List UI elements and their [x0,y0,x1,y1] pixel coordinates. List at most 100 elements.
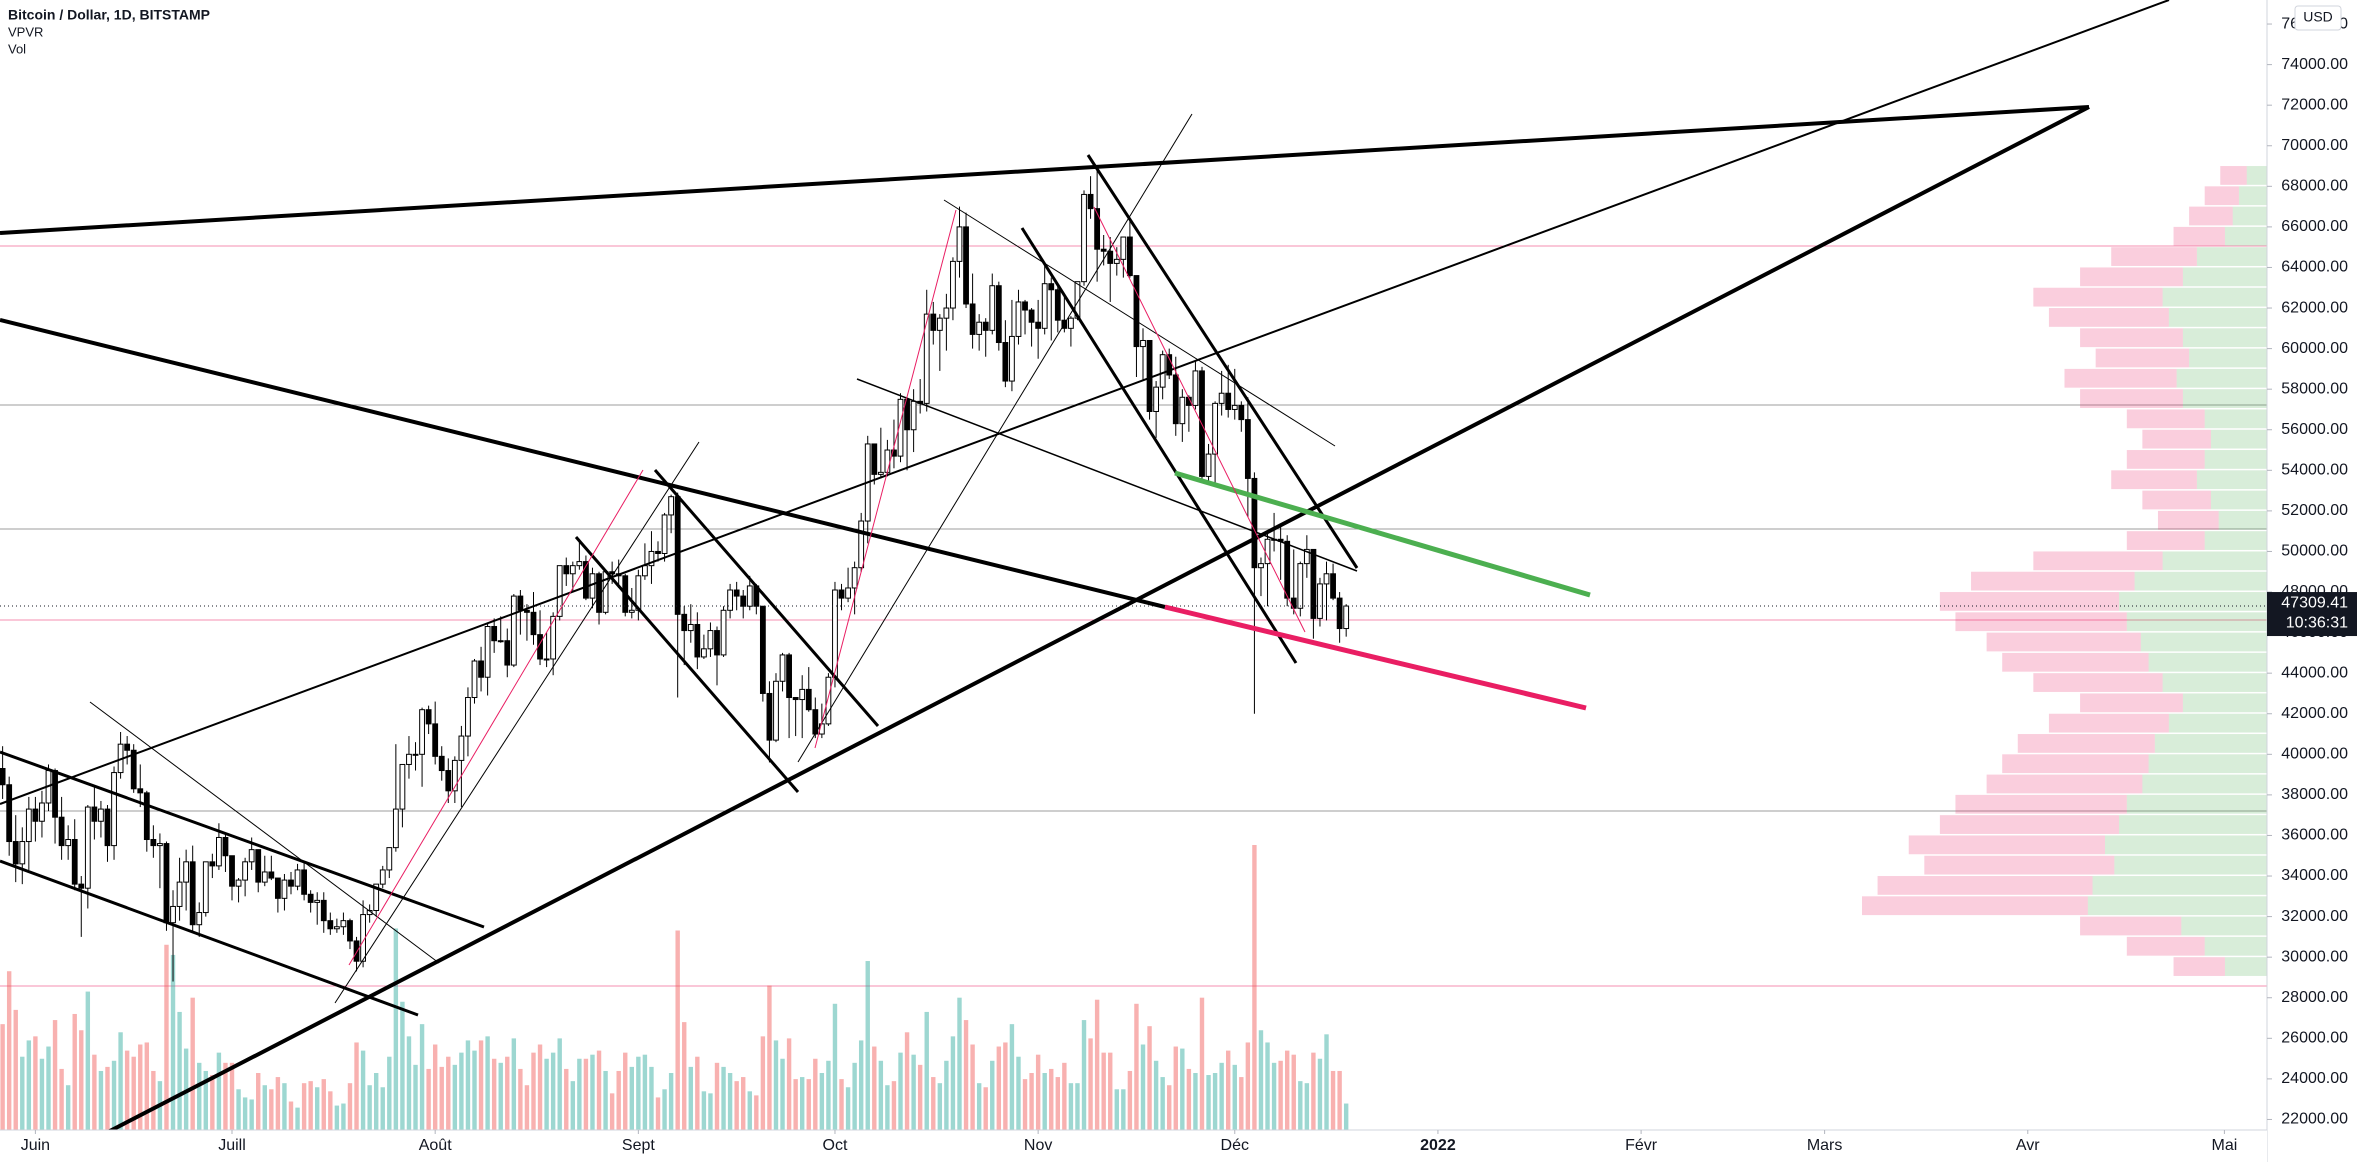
volume-bar [741,1077,746,1130]
volume-bar [1284,1050,1290,1130]
volume-bar [990,1060,995,1130]
candle-body [1035,321,1042,329]
profile-down [2017,734,2155,753]
profile-down [2064,368,2177,388]
candle-body [1166,354,1173,376]
candle-body [524,609,530,613]
volume-bar [721,1066,726,1130]
plot-area [0,166,2267,987]
volume-bar [1265,1042,1270,1130]
candle-body [1068,317,1074,329]
candle-body [1192,370,1199,406]
trend-line [89,701,440,964]
volume-bar [806,1079,811,1130]
profile-up [2148,652,2267,672]
volume-bar [347,1083,353,1130]
candle-body [438,755,445,772]
volume-bar [1114,1089,1119,1130]
profile-down [2142,429,2211,449]
trend-line [856,378,1358,572]
candle-body [124,743,131,751]
volume-bar [1330,1070,1336,1130]
trend-line [797,113,1193,763]
y-tick-label: 34000.00 [2281,867,2348,884]
volume-bar [839,1079,844,1130]
profile-down [2002,754,2149,774]
volume-bar [944,1060,949,1130]
candle-body [209,861,216,867]
candle-body [58,816,65,847]
candle-body [759,605,766,694]
candle-body [838,589,845,599]
profile-down [1955,794,2127,814]
y-tick-label: 28000.00 [2281,989,2348,1006]
candle-body [274,877,281,899]
volume-bar [197,1062,202,1130]
trend-line [334,441,700,1004]
candle-body [39,802,45,822]
volume-bar [1167,1085,1172,1130]
volume-bar [26,1040,32,1130]
currency-box[interactable] [2294,5,2342,31]
volume-bar [623,1052,628,1130]
volume-bar [708,1093,713,1130]
volume-bar [485,1036,490,1130]
volume-bar [557,1038,562,1130]
volume-bar [891,1081,897,1130]
candle-body [314,899,321,903]
volume-bar [491,1058,497,1130]
trend-line [1174,470,1591,598]
candle-body [1081,193,1087,283]
profile-down [1971,571,2135,591]
candle-body [733,589,740,597]
candle-body [248,849,255,863]
volume-bar [760,1036,766,1130]
profile-down [2142,490,2211,510]
profile-up [2092,876,2267,895]
candle-body [347,920,353,942]
candle-body [1336,597,1343,630]
volume-bar [662,1089,667,1130]
profile-up [2119,592,2267,611]
candle-body [786,654,792,699]
candle-body [963,226,969,305]
y-tick-label: 36000.00 [2281,827,2348,844]
x-tick-label: Févr [1625,1137,1658,1154]
candle-body [399,763,406,810]
candle-body [936,317,943,331]
candle-body [242,861,249,881]
profile-up [2126,794,2267,814]
candle-body [1140,339,1146,348]
volume-bar [419,1024,425,1130]
volume-bar [315,1087,320,1130]
profile-up [2204,409,2267,429]
volume-bar [564,1068,569,1130]
countdown-label: 10:36:31 [2286,614,2348,631]
volume-bar [387,1056,392,1130]
volume-bar [872,1046,877,1130]
currency-label[interactable]: USD [2303,9,2333,25]
x-tick-label: Mai [2212,1137,2238,1154]
candle-body [655,550,661,554]
candle-body [746,585,753,607]
volume-bar [360,1050,366,1130]
volume-bar [131,1056,136,1130]
candle-body [1343,605,1350,630]
volume-bar [799,1077,805,1130]
drawings [0,0,2170,1130]
volume-bar [1258,1030,1264,1130]
profile-up [2246,166,2267,185]
profile-up [2189,348,2267,368]
volume-bar [996,1046,1002,1130]
volume-bar [1068,1083,1074,1130]
volume-bar [695,1056,700,1130]
volume-bar [1252,845,1257,1130]
volume-bar [524,1085,530,1130]
trend-line [0,318,1166,609]
candle-body [98,808,104,822]
y-tick-label: 68000.00 [2281,178,2348,195]
volume-bar [976,1083,982,1130]
volume-bar [52,1020,58,1130]
volume-bar [609,1093,615,1130]
candle-body [288,879,294,887]
